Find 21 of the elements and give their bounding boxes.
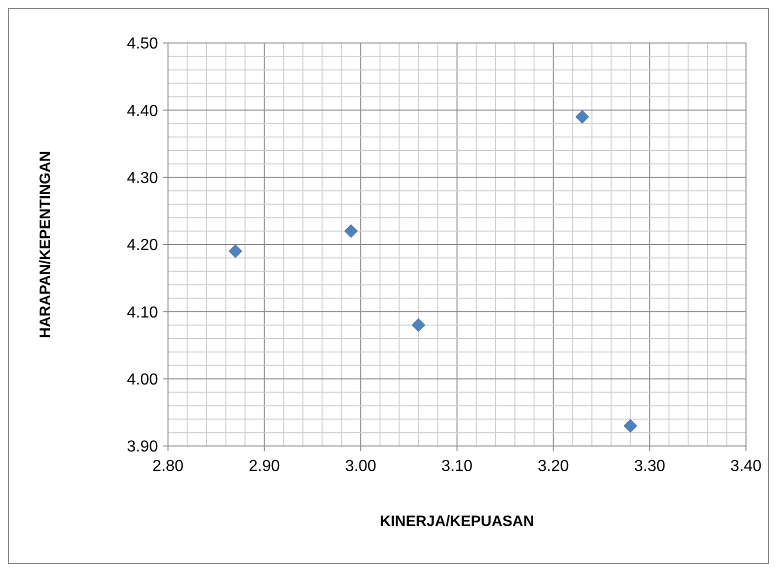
x-axis-title: KINERJA/KEPUASAN [380, 513, 534, 530]
y-tick-label: 3.90 [126, 438, 158, 456]
x-tick-label: 3.20 [538, 458, 570, 475]
point [412, 318, 426, 332]
y-axis-title: HARAPAN/KEPENTINGAN [37, 150, 54, 338]
point [344, 224, 358, 238]
x-tick-label: 3.30 [634, 458, 666, 475]
y-tick-label: 4.10 [126, 304, 158, 322]
x-tick-label: 2.90 [248, 458, 280, 475]
x-tick-label: 2.80 [152, 458, 184, 475]
x-tick-label: 3.10 [441, 458, 473, 475]
point [228, 244, 242, 258]
y-tick-label: 4.30 [126, 170, 158, 187]
point [575, 110, 590, 124]
y-tick-label: 4.50 [126, 36, 158, 53]
y-tick-label: 4.40 [126, 102, 158, 120]
x-tick-label: 3.00 [345, 458, 376, 475]
x-tick-label: 3.40 [730, 458, 762, 475]
y-tick-label: 4.20 [126, 237, 158, 254]
y-tick-label: 4.00 [126, 371, 158, 388]
point [624, 419, 638, 433]
